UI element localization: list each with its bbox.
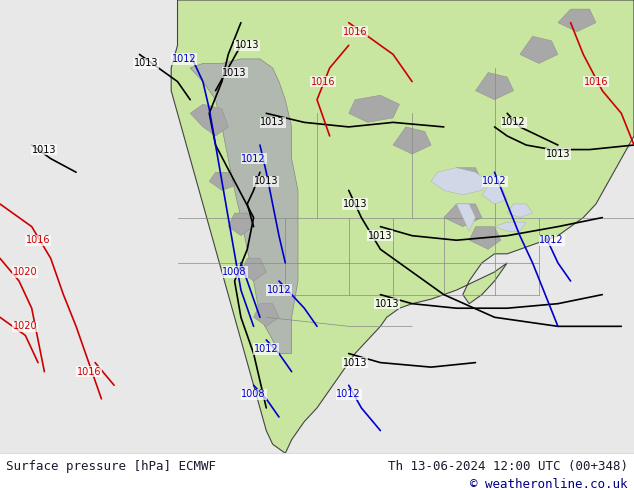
Text: 1013: 1013 [375,299,399,309]
Text: 1012: 1012 [482,176,507,186]
Polygon shape [393,127,431,154]
Polygon shape [507,204,533,218]
Polygon shape [444,204,482,226]
Polygon shape [0,0,634,453]
Polygon shape [171,0,634,453]
Text: Surface pressure [hPa] ECMWF: Surface pressure [hPa] ECMWF [6,460,216,473]
Polygon shape [190,104,228,136]
Polygon shape [476,73,514,99]
Text: 1013: 1013 [254,176,278,186]
Text: 1016: 1016 [311,76,335,87]
Text: 1012: 1012 [254,344,278,354]
Polygon shape [469,226,501,249]
Text: 1016: 1016 [77,367,101,377]
Text: 1012: 1012 [337,390,361,399]
Polygon shape [482,186,507,204]
Text: 1013: 1013 [546,149,570,159]
Text: 1013: 1013 [134,58,158,69]
Text: 1016: 1016 [584,76,608,87]
Polygon shape [254,304,279,326]
Text: 1012: 1012 [501,118,526,127]
Polygon shape [228,213,254,236]
Text: 1012: 1012 [540,235,564,245]
Text: 1012: 1012 [267,285,291,295]
Polygon shape [558,9,596,32]
Polygon shape [456,204,476,231]
Text: 1013: 1013 [223,68,247,77]
Text: 1013: 1013 [368,231,392,241]
Text: Th 13-06-2024 12:00 UTC (00+348): Th 13-06-2024 12:00 UTC (00+348) [387,460,628,473]
Text: 1016: 1016 [343,27,367,37]
Text: 1012: 1012 [242,154,266,164]
Text: 1012: 1012 [172,54,196,64]
Polygon shape [209,172,235,191]
Text: 1013: 1013 [261,118,285,127]
Polygon shape [431,168,488,195]
Text: 1008: 1008 [242,390,266,399]
Polygon shape [495,222,526,231]
Polygon shape [349,95,399,122]
Polygon shape [444,168,482,191]
Text: 1013: 1013 [235,40,259,50]
Polygon shape [520,36,558,64]
Text: 1013: 1013 [343,199,367,209]
Text: 1013: 1013 [32,145,56,154]
Text: 1020: 1020 [13,321,37,331]
Text: 1013: 1013 [343,358,367,368]
Polygon shape [241,258,266,281]
Text: 1020: 1020 [13,267,37,277]
Text: 1008: 1008 [223,267,247,277]
Text: © weatheronline.co.uk: © weatheronline.co.uk [470,478,628,490]
Polygon shape [190,59,298,354]
Text: 1016: 1016 [26,235,50,245]
